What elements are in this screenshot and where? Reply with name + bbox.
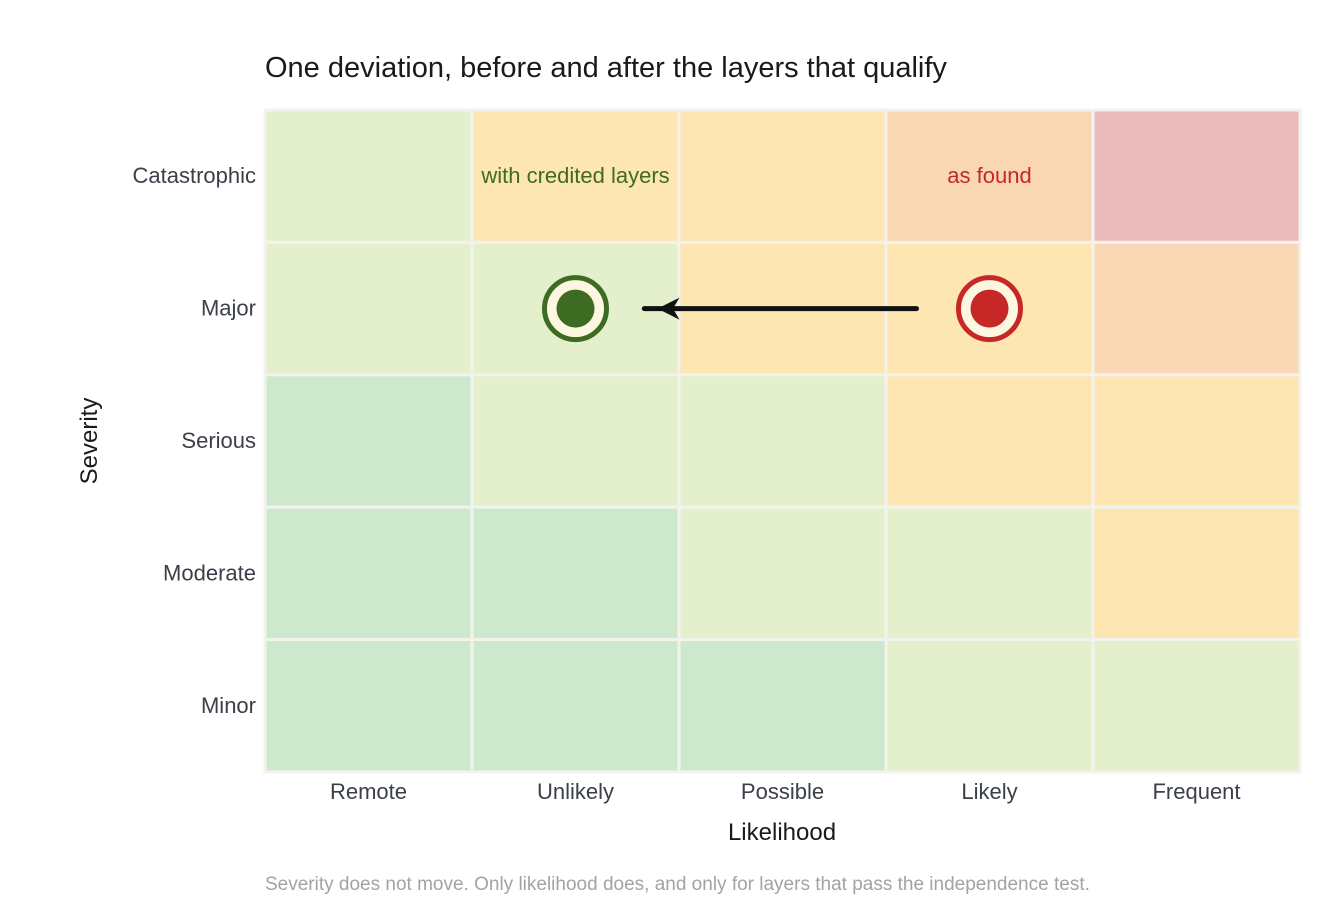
- cell-serious-remote: [263, 373, 474, 509]
- cell-moderate-frequent: [1091, 505, 1302, 642]
- y-tick-minor: Minor: [201, 693, 256, 718]
- cell-catastrophic-remote: [263, 108, 474, 244]
- y-tick-catastrophic: Catastrophic: [132, 163, 256, 188]
- cell-serious-likely: [884, 373, 1095, 509]
- x-tick-remote: Remote: [330, 779, 407, 804]
- point-dot-as-found: [970, 289, 1009, 328]
- cell-minor-possible: [677, 638, 888, 774]
- point-label-with-credited-layers: with credited layers: [480, 163, 669, 188]
- data-points: as found with credited layers: [480, 163, 1032, 343]
- cell-major-frequent: [1091, 240, 1302, 377]
- point-dot-with-credited-layers: [556, 289, 595, 328]
- x-tick-labels: Remote Unlikely Possible Likely Frequent: [330, 779, 1241, 804]
- y-tick-major: Major: [201, 296, 256, 321]
- y-axis-label: Severity: [76, 398, 103, 485]
- y-tick-serious: Serious: [181, 428, 256, 453]
- cell-catastrophic-unlikely: [470, 108, 681, 244]
- cell-moderate-remote: [263, 505, 474, 642]
- cell-serious-frequent: [1091, 373, 1302, 509]
- x-tick-unlikely: Unlikely: [537, 779, 614, 804]
- cell-minor-frequent: [1091, 638, 1302, 774]
- cell-moderate-likely: [884, 505, 1095, 642]
- cell-moderate-possible: [677, 505, 888, 642]
- chart-title: One deviation, before and after the laye…: [265, 52, 947, 84]
- matrix-cells: [263, 108, 1302, 774]
- x-tick-possible: Possible: [741, 779, 824, 804]
- footnote: Severity does not move. Only likelihood …: [265, 874, 1090, 895]
- cell-catastrophic-likely: [884, 108, 1095, 244]
- cell-serious-possible: [677, 373, 888, 509]
- arrow-head: [657, 297, 680, 320]
- y-tick-labels: Catastrophic Major Serious Moderate Minor: [132, 163, 256, 718]
- cell-minor-unlikely: [470, 638, 681, 774]
- x-tick-likely: Likely: [961, 779, 1017, 804]
- shift-arrow: [641, 297, 919, 320]
- cell-moderate-unlikely: [470, 505, 681, 642]
- cell-catastrophic-frequent: [1091, 108, 1302, 244]
- point-label-as-found: as found: [947, 163, 1031, 188]
- cell-catastrophic-possible: [677, 108, 888, 244]
- cell-minor-likely: [884, 638, 1095, 774]
- y-tick-moderate: Moderate: [163, 560, 256, 585]
- x-axis-label: Likelihood: [728, 819, 836, 846]
- x-tick-frequent: Frequent: [1152, 779, 1240, 804]
- cell-major-remote: [263, 240, 474, 377]
- cell-serious-unlikely: [470, 373, 681, 509]
- cell-minor-remote: [263, 638, 474, 774]
